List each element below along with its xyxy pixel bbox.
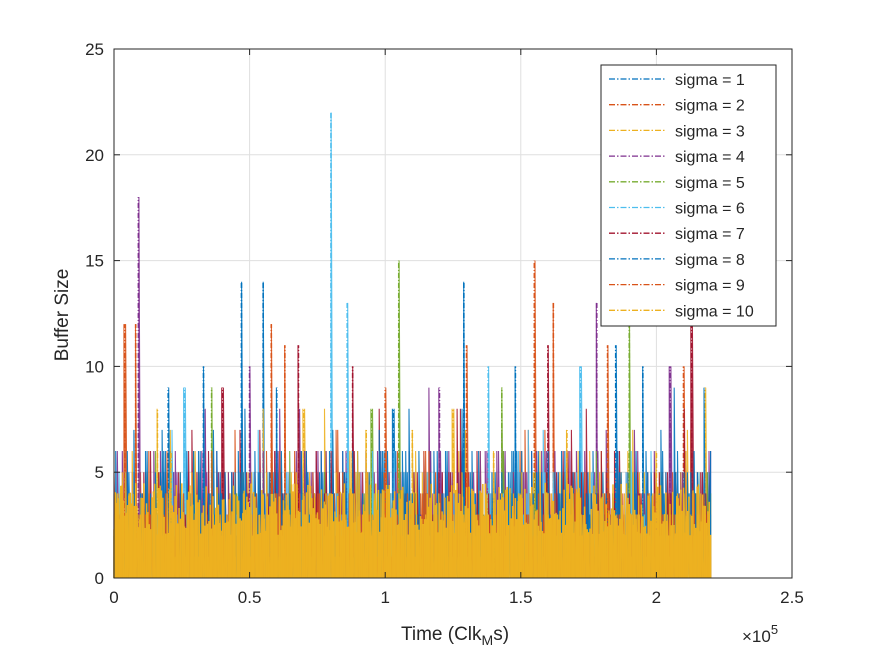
y-tick-label: 5 <box>95 463 104 482</box>
y-axis-label: Buffer Size <box>52 269 73 362</box>
x-axis-label-end: s) <box>493 624 509 645</box>
x-axis-label-main: Time (Clk <box>401 624 482 645</box>
x-axis-label: Time (ClkMs) <box>401 624 509 648</box>
legend-label: sigma = 9 <box>675 278 745 295</box>
legend-label: sigma = 1 <box>675 72 745 89</box>
y-tick-label: 0 <box>95 569 104 588</box>
x-tick-label: 1 <box>380 588 389 607</box>
legend-label: sigma = 4 <box>675 149 745 166</box>
x-tick-labels: 0 0.5 1 1.5 2 2.5 <box>109 588 804 607</box>
x-exponent-power: 5 <box>771 622 778 637</box>
x-axis-label-subscript: M <box>482 632 494 648</box>
x-tick-label: 0 <box>109 588 118 607</box>
x-tick-label: 2.5 <box>780 588 804 607</box>
legend-label: sigma = 3 <box>675 123 745 140</box>
legend-label: sigma = 6 <box>675 201 745 218</box>
legend-label: sigma = 2 <box>675 98 745 115</box>
y-tick-label: 20 <box>85 146 104 165</box>
y-tick-labels: 0 5 10 15 20 25 <box>85 40 104 588</box>
y-tick-label: 15 <box>85 252 104 271</box>
x-tick-label: 0.5 <box>238 588 262 607</box>
legend: sigma = 1 sigma = 2 sigma = 3 sigma = 4 sigm… <box>600 64 777 327</box>
x-exponent-base: ×10 <box>742 627 771 646</box>
legend-label: sigma = 5 <box>675 175 745 192</box>
axes-box <box>113 48 793 579</box>
y-tick-label: 25 <box>85 40 104 59</box>
legend-box <box>600 64 777 327</box>
legend-label: sigma = 8 <box>675 252 745 269</box>
x-exponent-label: ×105 <box>742 622 778 646</box>
legend-label: sigma = 7 <box>675 226 745 243</box>
x-tick-label: 1.5 <box>509 588 533 607</box>
y-tick-label: 10 <box>85 357 104 376</box>
axes <box>113 48 793 579</box>
dense-band <box>113 482 712 578</box>
x-tick-label: 2 <box>652 588 661 607</box>
legend-label: sigma = 10 <box>675 303 754 320</box>
